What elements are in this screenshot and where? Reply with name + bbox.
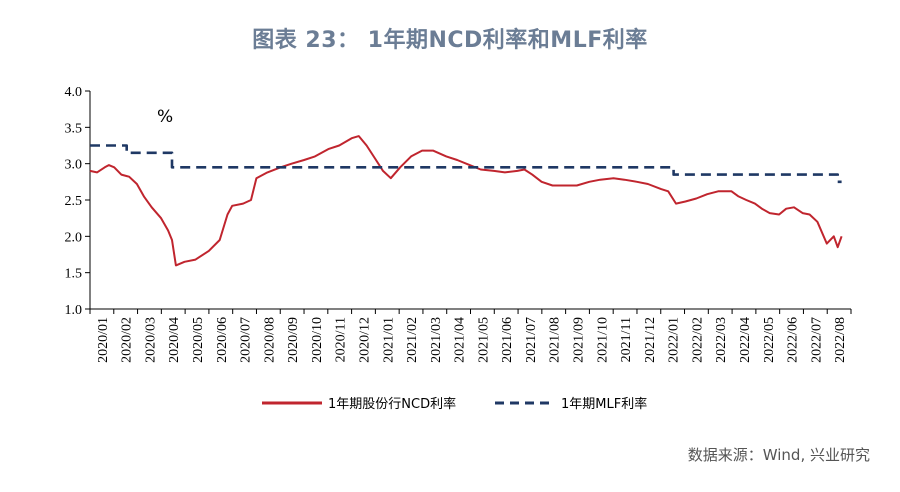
x-tick-label: 2020/07	[239, 317, 254, 363]
x-tick-label: 2021/03	[429, 317, 444, 363]
legend-label-ncd: 1年期股份行NCD利率	[328, 396, 456, 412]
x-tick-label: 2022/04	[738, 317, 753, 363]
x-tick-label: 2022/07	[809, 317, 824, 363]
x-tick-label: 2022/08	[833, 317, 848, 363]
unit-label: %	[157, 107, 173, 127]
x-tick-label: 2022/02	[690, 317, 705, 363]
x-tick-label: 2021/10	[595, 317, 610, 363]
y-tick-label: 2.5	[65, 194, 83, 209]
x-tick-label: 2020/02	[120, 317, 135, 363]
x-tick-label: 2021/02	[405, 317, 420, 363]
y-axis: 1.0 1.5 2.0 2.5 3.0 3.5 4.0	[65, 85, 90, 318]
y-tick-label: 3.0	[65, 158, 83, 173]
plot-area	[89, 91, 851, 310]
y-tick-label: 1.5	[65, 267, 83, 282]
x-tick-label: 2021/09	[572, 317, 587, 363]
x-tick-label: 2022/06	[786, 317, 801, 363]
y-tick-label: 3.5	[65, 121, 83, 136]
x-tick-label: 2020/01	[96, 317, 111, 363]
page-title: 图表 23： 1年期NCD利率和MLF利率	[252, 28, 648, 53]
y-tick-label: 1.0	[65, 303, 83, 318]
x-tick-label: 2020/03	[143, 317, 158, 363]
x-tick-label: 2022/01	[667, 317, 682, 363]
x-tick-label: 2022/05	[762, 317, 777, 363]
x-tick-label: 2021/01	[381, 317, 396, 363]
x-tick-label: 2020/08	[262, 317, 277, 363]
legend: 1年期股份行NCD利率 1年期MLF利率	[262, 396, 647, 412]
series-line-ncd	[89, 135, 843, 267]
x-tick-label: 2021/05	[476, 317, 491, 363]
x-tick-label: 2021/04	[453, 317, 468, 363]
x-tick-label: 2021/12	[643, 317, 658, 363]
x-tick-label: 2021/08	[548, 317, 563, 363]
x-tick-label: 2020/06	[215, 317, 230, 363]
legend-label-mlf: 1年期MLF利率	[561, 396, 647, 412]
y-tick-label: 2.0	[65, 230, 83, 245]
x-tick-label: 2020/10	[310, 317, 325, 363]
series-lines	[89, 135, 843, 267]
x-tick-label: 2021/07	[524, 317, 539, 363]
x-tick-label: 2020/04	[167, 317, 182, 363]
x-tick-label: 2021/06	[500, 317, 515, 363]
source-note: 数据来源：Wind, 兴业研究	[687, 446, 870, 464]
x-tick-label: 2020/09	[286, 317, 301, 363]
x-tick-label: 2021/11	[619, 317, 634, 362]
x-tick-label: 2022/03	[714, 317, 729, 363]
series-line-mlf	[90, 144, 842, 184]
x-tick-label: 2020/11	[334, 317, 349, 362]
x-tick-label: 2020/12	[357, 317, 372, 363]
x-axis: 2020/01 2020/02 2020/03 2020/04 2020/05 2020/…	[89, 309, 852, 363]
x-tick-label: 2020/05	[191, 317, 206, 363]
y-tick-label: 4.0	[65, 85, 83, 100]
